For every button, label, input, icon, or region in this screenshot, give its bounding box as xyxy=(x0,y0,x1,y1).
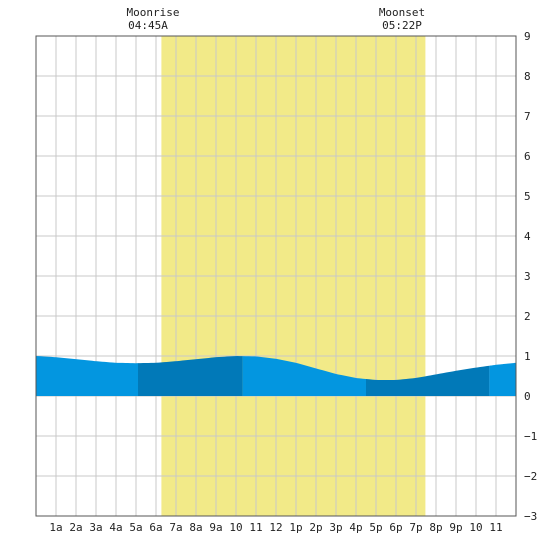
x-tick-label: 8a xyxy=(189,521,202,534)
moonrise-label: Moonrise xyxy=(127,6,180,19)
y-tick-label: −3 xyxy=(524,510,537,523)
moonset-time: 05:22P xyxy=(382,19,422,32)
x-tick-label: 10 xyxy=(229,521,242,534)
x-tick-label: 7a xyxy=(169,521,182,534)
tide-area-segment xyxy=(242,356,366,396)
y-tick-label: 3 xyxy=(524,270,531,283)
x-tick-label: 5a xyxy=(129,521,142,534)
x-tick-label: 11 xyxy=(489,521,502,534)
x-tick-label: 2a xyxy=(69,521,82,534)
tide-area-segment xyxy=(138,356,243,396)
x-tick-label: 6p xyxy=(389,521,402,534)
x-tick-label: 3a xyxy=(89,521,102,534)
y-tick-label: −2 xyxy=(524,470,537,483)
x-tick-label: 9a xyxy=(209,521,222,534)
tide-area-segment xyxy=(489,362,516,396)
x-tick-label: 1p xyxy=(289,521,302,534)
x-tick-label: 8p xyxy=(429,521,442,534)
y-tick-label: 6 xyxy=(524,150,531,163)
x-tick-label: 7p xyxy=(409,521,422,534)
x-tick-label: 4p xyxy=(349,521,362,534)
y-tick-label: 4 xyxy=(524,230,531,243)
x-tick-label: 9p xyxy=(449,521,462,534)
moonset-label: Moonset xyxy=(379,6,425,19)
y-tick-label: 8 xyxy=(524,70,531,83)
plot-border xyxy=(35,35,517,517)
x-tick-label: 10 xyxy=(469,521,482,534)
x-tick-label: 12 xyxy=(269,521,282,534)
x-tick-label: 11 xyxy=(249,521,262,534)
x-tick-label: 4a xyxy=(109,521,122,534)
x-tick-label: 5p xyxy=(369,521,382,534)
x-tick-label: 2p xyxy=(309,521,322,534)
tide-area-segment xyxy=(36,356,138,396)
y-tick-label: 2 xyxy=(524,310,531,323)
y-tick-label: 0 xyxy=(524,390,531,403)
x-tick-label: 6a xyxy=(149,521,162,534)
y-tick-label: 7 xyxy=(524,110,531,123)
y-tick-label: 1 xyxy=(524,350,531,363)
y-tick-label: −1 xyxy=(524,430,537,443)
x-tick-label: 1a xyxy=(49,521,62,534)
y-tick-label: 9 xyxy=(524,30,531,43)
moonrise-time: 04:45A xyxy=(128,19,168,32)
x-tick-label: 3p xyxy=(329,521,342,534)
y-tick-label: 5 xyxy=(524,190,531,203)
tide-area-segment xyxy=(366,365,490,396)
